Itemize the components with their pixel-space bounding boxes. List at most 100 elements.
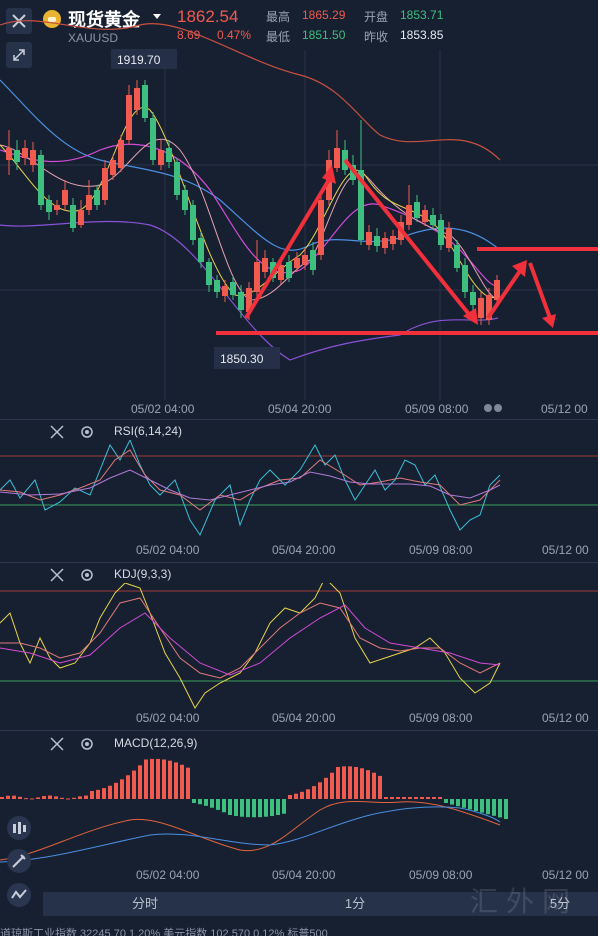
tab-timeshare[interactable]: 分时 bbox=[131, 896, 158, 911]
macd-xtick-3: 05/09 08:00 bbox=[409, 868, 473, 882]
candle-body bbox=[198, 238, 204, 262]
gear-icon[interactable] bbox=[80, 737, 94, 751]
last-price: 1862.54 bbox=[177, 7, 239, 26]
candle-body bbox=[134, 88, 140, 110]
rsi-line-14 bbox=[0, 449, 501, 511]
macd-bar bbox=[432, 797, 436, 799]
macd-bar bbox=[300, 791, 304, 799]
candle-body bbox=[14, 150, 20, 162]
macd-bar bbox=[180, 764, 184, 799]
macd-bar bbox=[318, 782, 322, 799]
macd-bar bbox=[204, 799, 208, 806]
bollinger-lower-line bbox=[0, 220, 499, 361]
macd-bar bbox=[6, 795, 10, 799]
macd-bar bbox=[198, 799, 202, 805]
macd-bar bbox=[294, 793, 298, 799]
candle-body bbox=[294, 258, 300, 268]
candle-body bbox=[254, 262, 260, 292]
instrument-title[interactable]: 现货黄金 bbox=[68, 10, 140, 30]
kdj-chart: 05/02 04:00 05/04 20:00 05/09 08:00 05/1… bbox=[0, 583, 598, 725]
ma-yellow-line bbox=[0, 107, 501, 298]
macd-bar bbox=[468, 799, 472, 810]
rsi-label: RSI(6,14,24) bbox=[114, 424, 183, 438]
macd-bar bbox=[438, 797, 442, 799]
candle-body bbox=[334, 148, 340, 168]
candle-body bbox=[222, 286, 228, 296]
kdj-line-d bbox=[0, 604, 501, 676]
candle-body bbox=[150, 118, 156, 160]
candle-body bbox=[30, 150, 36, 165]
close-icon[interactable] bbox=[50, 737, 64, 751]
candle-body bbox=[158, 150, 164, 165]
candle-body bbox=[414, 202, 420, 218]
macd-bar bbox=[504, 799, 508, 819]
candle-body bbox=[54, 205, 60, 210]
indicator-icon[interactable] bbox=[6, 882, 32, 908]
macd-bar bbox=[216, 799, 220, 810]
tab-1min[interactable]: 1分 bbox=[344, 896, 366, 911]
main-xtick-1: 05/02 04:00 bbox=[131, 402, 195, 416]
kdj-xtick-1: 05/02 04:00 bbox=[136, 711, 200, 725]
candle-body bbox=[382, 238, 388, 248]
macd-bar bbox=[66, 798, 70, 800]
high-value: 1865.29 bbox=[302, 8, 346, 22]
candle-body bbox=[214, 280, 220, 292]
main-xtick-2: 05/04 20:00 bbox=[268, 402, 332, 416]
macd-bar bbox=[270, 799, 274, 816]
market-ticker[interactable]: 道琼斯工业指数 32245.70 1.20% 美元指数 102.570 0.12… bbox=[0, 928, 328, 936]
macd-bar bbox=[222, 799, 226, 813]
macd-bar bbox=[192, 799, 196, 803]
candle-body bbox=[174, 162, 180, 195]
candle-body bbox=[230, 282, 236, 295]
close-icon[interactable] bbox=[50, 568, 64, 582]
draw-icon[interactable] bbox=[6, 848, 32, 874]
macd-bar bbox=[474, 799, 478, 811]
macd-bar bbox=[360, 768, 364, 799]
macd-bar bbox=[126, 775, 130, 799]
macd-xtick-4: 05/12 00 bbox=[542, 868, 589, 882]
rsi-xtick-3: 05/09 08:00 bbox=[409, 543, 473, 557]
candle-body bbox=[478, 298, 484, 318]
macd-dif-line bbox=[0, 801, 501, 861]
macd-bar bbox=[342, 766, 346, 799]
bollinger-upper-line bbox=[0, 20, 501, 161]
divider bbox=[0, 419, 598, 420]
main-xtick-4: 05/12 00 bbox=[541, 402, 588, 416]
macd-bar bbox=[426, 797, 430, 799]
close-icon[interactable] bbox=[50, 425, 64, 439]
macd-bar bbox=[60, 797, 64, 799]
macd-bar bbox=[354, 767, 358, 799]
candle-body bbox=[494, 280, 500, 300]
candle-body bbox=[38, 155, 44, 205]
macd-bar bbox=[72, 797, 76, 799]
collapse-icon[interactable] bbox=[6, 42, 32, 68]
macd-bar bbox=[186, 767, 190, 799]
macd-bar bbox=[252, 799, 256, 818]
gear-icon[interactable] bbox=[80, 568, 94, 582]
macd-bar bbox=[78, 796, 82, 799]
price-change-pct: 0.47% bbox=[217, 28, 252, 42]
gear-icon[interactable] bbox=[80, 425, 94, 439]
trend-annotations bbox=[216, 158, 598, 335]
rsi-line-6 bbox=[0, 440, 501, 537]
candles-icon[interactable] bbox=[6, 815, 32, 841]
tab-5min[interactable]: 5分 bbox=[549, 896, 571, 911]
candle-body bbox=[286, 262, 292, 278]
macd-bar bbox=[132, 770, 136, 799]
macd-bar bbox=[264, 799, 268, 817]
divider bbox=[0, 730, 598, 731]
chevron-down-icon[interactable] bbox=[153, 14, 161, 19]
macd-bar bbox=[0, 797, 4, 799]
candlesticks bbox=[6, 80, 500, 325]
kdj-line-j bbox=[0, 583, 501, 709]
macd-dea-line bbox=[0, 806, 501, 863]
candle-body bbox=[166, 148, 172, 162]
macd-bar bbox=[30, 798, 34, 800]
macd-bar bbox=[444, 799, 448, 803]
macd-bar bbox=[102, 788, 106, 799]
candle-body bbox=[62, 190, 68, 205]
main-candlestick-chart[interactable]: 1919.70 1850.30 05/02 04:00 05/04 20:00 … bbox=[0, 0, 598, 420]
crosshair-toggle-icon[interactable] bbox=[484, 404, 502, 412]
candle-body bbox=[206, 262, 212, 285]
macd-bar bbox=[456, 799, 460, 807]
